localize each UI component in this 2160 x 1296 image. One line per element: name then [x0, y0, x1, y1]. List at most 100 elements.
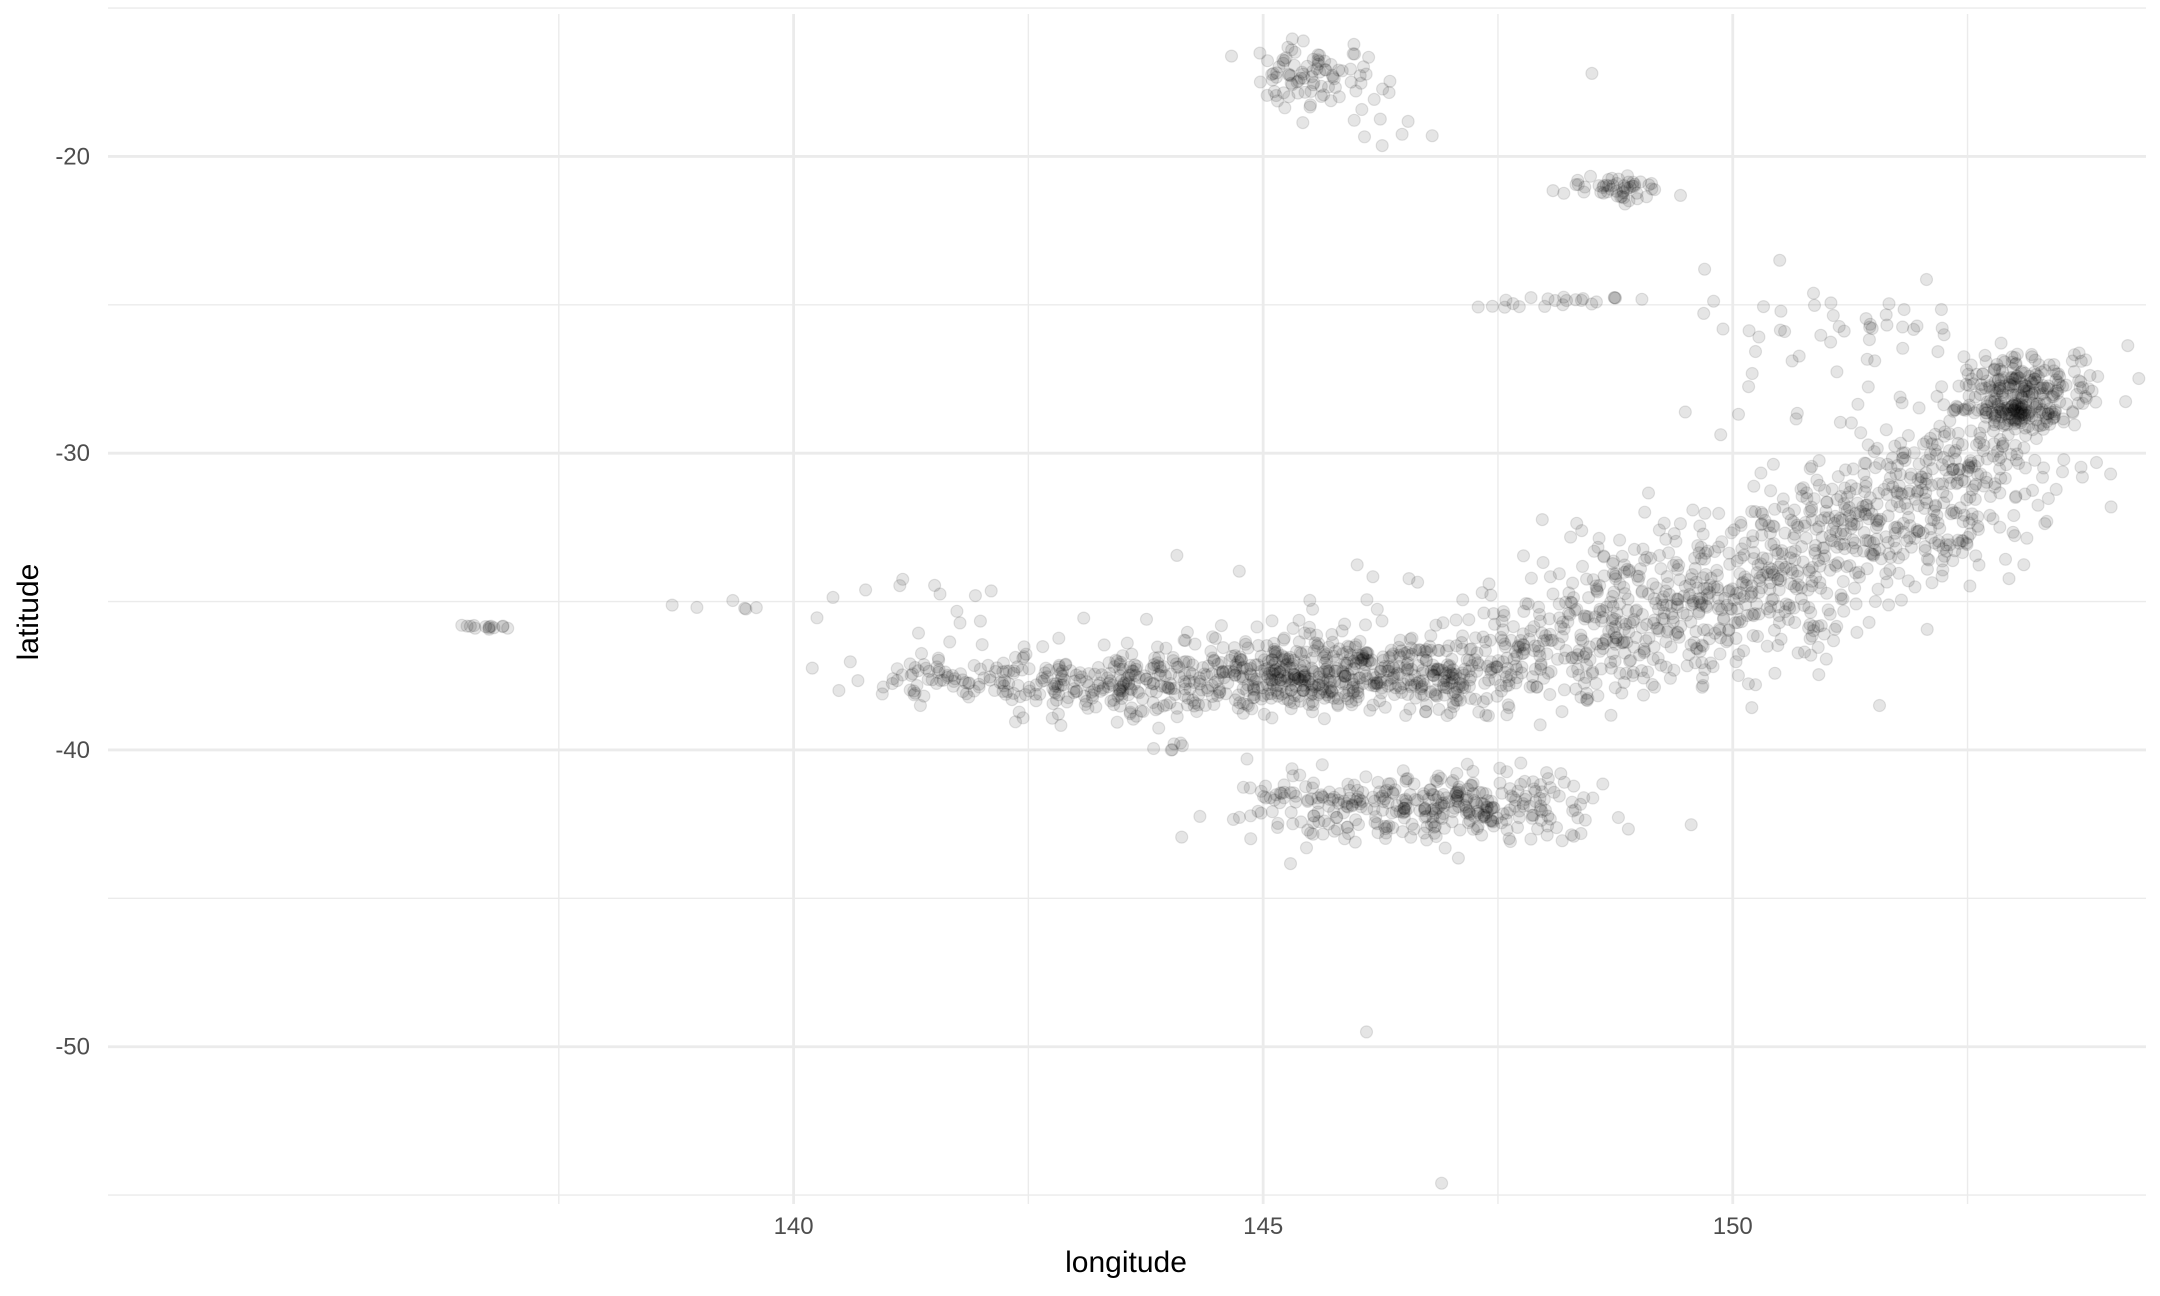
- data-point: [1563, 530, 1578, 544]
- data-point: [1162, 681, 1176, 695]
- data-point: [1430, 689, 1444, 703]
- data-point: [1231, 655, 1245, 669]
- data-point: [1748, 678, 1763, 692]
- data-point: [1382, 85, 1396, 100]
- data-point: [1538, 628, 1553, 643]
- data-point: [1234, 652, 1249, 667]
- data-point: [1283, 856, 1298, 871]
- data-point: [1833, 415, 1848, 429]
- data-point: [1571, 811, 1585, 825]
- data-point: [1136, 704, 1150, 719]
- data-point: [1267, 636, 1281, 651]
- data-point: [1528, 662, 1543, 676]
- data-point: [1880, 575, 1894, 589]
- data-point: [1228, 668, 1242, 682]
- data-point: [1950, 477, 1964, 491]
- data-point: [1543, 687, 1557, 702]
- data-point: [1350, 651, 1364, 665]
- data-point: [1820, 495, 1834, 509]
- data-point: [487, 621, 501, 635]
- data-point: [1311, 687, 1326, 702]
- data-point: [1589, 295, 1604, 309]
- data-point: [1007, 664, 1021, 678]
- data-point: [1112, 682, 1126, 697]
- data-point: [1156, 699, 1171, 713]
- data-point: [1299, 841, 1314, 855]
- data-point: [1858, 485, 1872, 499]
- data-point: [1993, 486, 2007, 500]
- data-point: [1085, 691, 1100, 705]
- data-point: [1366, 698, 1380, 712]
- data-point: [1325, 684, 1339, 698]
- data-point: [1249, 672, 1264, 686]
- data-point: [1273, 665, 1287, 679]
- data-point: [1267, 642, 1282, 656]
- data-point: [1400, 663, 1414, 677]
- x-axis-title: longitude: [1065, 1246, 1187, 1279]
- data-point: [1340, 799, 1354, 813]
- data-point: [1895, 320, 1910, 334]
- data-point: [1261, 670, 1275, 684]
- data-point: [1774, 304, 1788, 318]
- data-point: [851, 673, 865, 688]
- data-point: [1399, 708, 1413, 723]
- data-point: [1910, 319, 1924, 333]
- data-point: [1541, 771, 1555, 786]
- data-point: [1116, 684, 1130, 698]
- data-point: [1366, 668, 1380, 682]
- data-point: [1579, 693, 1594, 707]
- data-point: [1254, 692, 1269, 706]
- data-point: [1879, 308, 1893, 322]
- data-point: [1370, 675, 1384, 690]
- data-point: [1327, 805, 1341, 819]
- data-point: [1120, 636, 1134, 650]
- data-point: [1247, 690, 1262, 704]
- data-point: [1284, 805, 1298, 819]
- data-point: [1291, 671, 1305, 686]
- data-point: [1265, 666, 1279, 680]
- data-point: [1324, 683, 1338, 698]
- data-point: [1307, 809, 1321, 823]
- data-point: [1007, 686, 1021, 701]
- data-point: [1966, 377, 1981, 391]
- data-point: [1263, 682, 1277, 697]
- data-point: [921, 672, 935, 687]
- data-point: [1069, 668, 1083, 682]
- data-point: [1286, 621, 1300, 636]
- data-point: [973, 662, 988, 676]
- data-point: [1414, 687, 1428, 701]
- data-point: [1303, 627, 1317, 641]
- data-point: [1432, 702, 1446, 717]
- data-point: [1323, 685, 1337, 699]
- data-point: [1436, 616, 1450, 630]
- data-point: [1807, 298, 1822, 312]
- data-point: [1380, 673, 1394, 687]
- data-point: [1706, 294, 1721, 308]
- data-point: [1271, 816, 1285, 831]
- data-point: [1359, 1025, 1374, 1039]
- data-point: [1281, 652, 1295, 666]
- data-point: [1318, 656, 1332, 670]
- data-point: [1039, 661, 1053, 675]
- data-point: [1567, 829, 1581, 843]
- data-point: [2104, 467, 2118, 481]
- data-point: [1283, 694, 1297, 709]
- data-point: [1509, 659, 1523, 673]
- data-point: [1084, 685, 1099, 699]
- data-point: [1265, 653, 1279, 667]
- data-point: [1307, 644, 1321, 658]
- data-point: [1305, 661, 1319, 675]
- data-point: [1296, 670, 1311, 684]
- data-point: [1241, 641, 1255, 655]
- data-point: [1410, 676, 1424, 690]
- data-point: [1824, 296, 1838, 310]
- data-point: [1234, 653, 1248, 667]
- data-point: [1442, 660, 1456, 674]
- data-point: [1338, 668, 1352, 683]
- data-point: [1838, 481, 1852, 495]
- data-point: [1511, 784, 1525, 798]
- data-point: [1819, 652, 1833, 666]
- data-point: [501, 621, 515, 635]
- data-point: [1177, 667, 1192, 682]
- data-point: [1200, 681, 1215, 695]
